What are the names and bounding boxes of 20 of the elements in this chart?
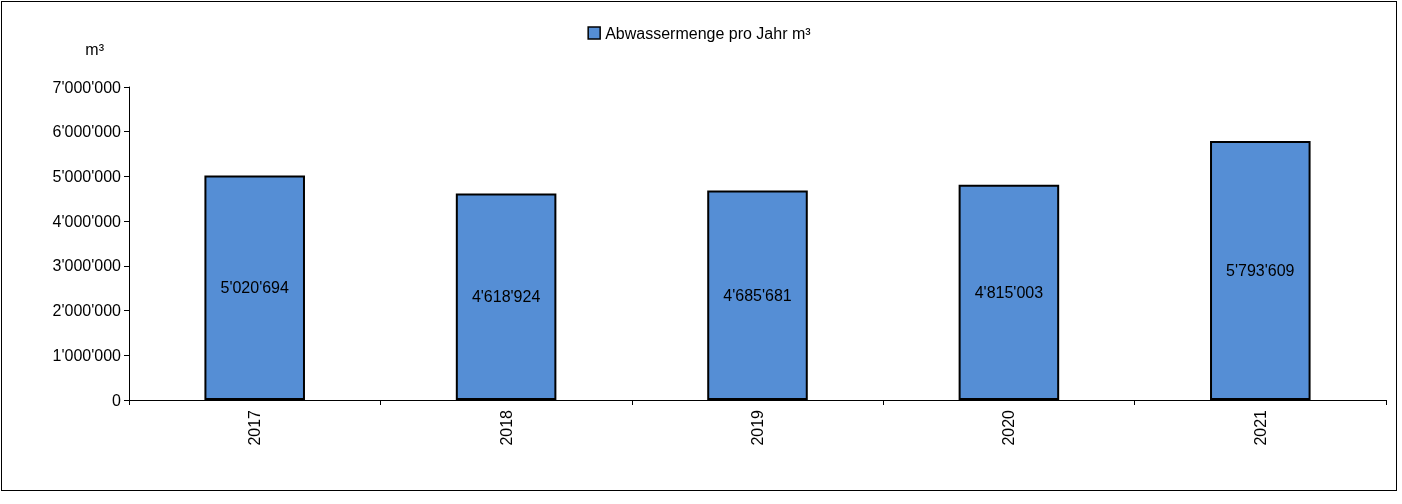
x-tick-label: 2017 [246, 409, 264, 446]
legend-label: Abwassermenge pro Jahr m³ [605, 24, 812, 42]
x-tick-label: 2018 [497, 409, 515, 446]
y-tick-label: 5'000'000 [52, 167, 122, 185]
y-tick-label: 1'000'000 [52, 346, 122, 364]
x-tick-label: 2019 [749, 409, 766, 446]
y-tick-label: 2'000'000 [52, 302, 122, 320]
data-label: 4'618'924 [471, 288, 541, 306]
x-tick-label: 2020 [1000, 409, 1018, 446]
x-tick-label: 2021 [1251, 409, 1269, 446]
data-label: 5'020'694 [220, 279, 289, 297]
y-axis-title: m³ [85, 40, 105, 58]
y-tick-label: 0 [112, 391, 122, 409]
y-tick-label: 6'000'000 [52, 123, 122, 141]
data-label: 4'815'003 [974, 283, 1044, 301]
y-tick-label: 3'000'000 [52, 257, 122, 275]
y-tick-label: 7'000'000 [52, 78, 122, 96]
y-tick-label: 4'000'000 [52, 212, 122, 230]
data-label: 5'793'609 [1226, 261, 1295, 279]
data-label: 4'685'681 [723, 286, 792, 304]
